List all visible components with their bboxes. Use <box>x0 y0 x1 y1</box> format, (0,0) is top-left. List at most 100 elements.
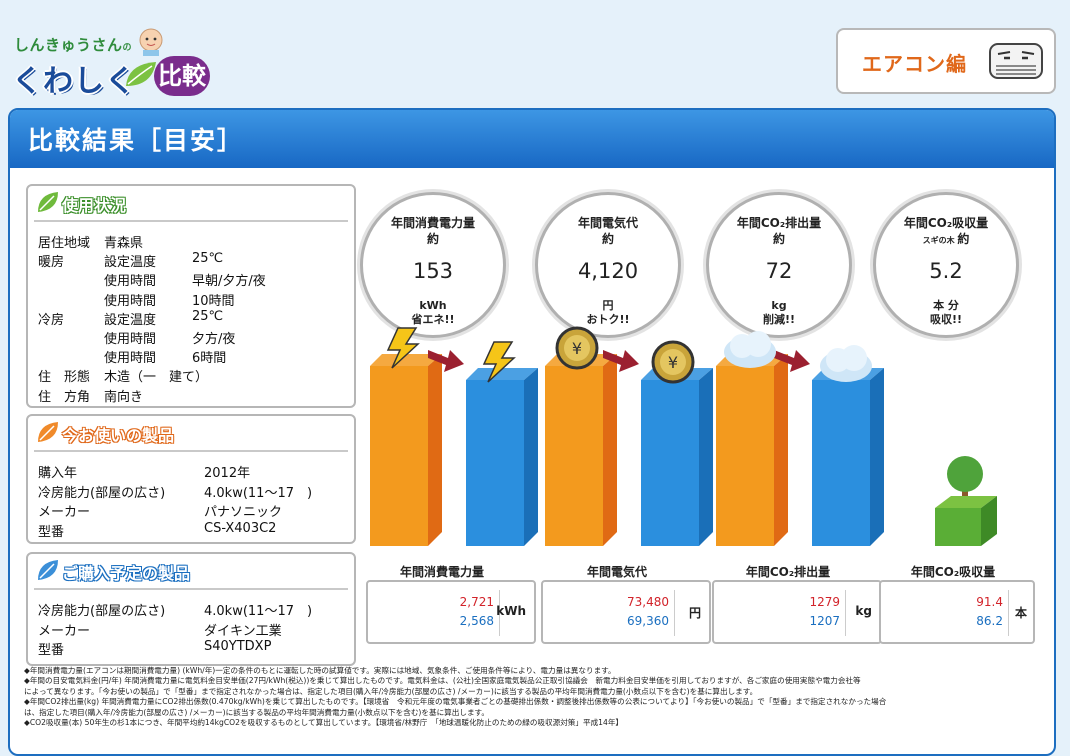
new-value: 2,568 <box>459 614 494 628</box>
value-unit: 本 <box>1014 606 1027 620</box>
usage-cell: 使用時間 <box>104 332 157 347</box>
usage-cell: 使用時間 <box>104 274 157 290</box>
old-bar <box>370 354 442 546</box>
metric-unit-note: 省エネ!! <box>411 313 455 326</box>
metric-approx: 約 <box>957 232 970 246</box>
new-bar <box>812 368 884 546</box>
comparison-value-box: 1279 1207 kg <box>712 580 882 644</box>
blue-leaf-icon <box>38 560 58 580</box>
new-bar <box>466 368 538 546</box>
old-value: 1279 <box>809 595 840 609</box>
value-unit: kg <box>855 604 872 618</box>
usage-title-bar: 使用状況 <box>34 186 348 222</box>
metric-title-small: スギの木 <box>922 236 958 245</box>
value-unit: kWh <box>496 604 526 618</box>
current-row-label: 購入年 <box>38 466 78 481</box>
usage-cell: 木造（一 建て） <box>104 370 209 386</box>
usage-cell: 住 方角 <box>38 389 91 405</box>
footnotes: ◆年間消費電力量(エアコンは期間消費電力量) (kWh/年)一定の条件のもとに運… <box>24 666 1044 728</box>
current-title-bar: 今お使いの製品 <box>34 416 348 452</box>
metric-approx: 約 <box>426 232 439 246</box>
metric-unit: kWh 省エネ!! <box>363 299 503 327</box>
usage-cell: 10時間 <box>192 293 235 309</box>
old-value: 2,721 <box>459 595 494 609</box>
footnote-line: ◆年間CO2排出量(kg) 年間消費電力量にCO2排出係数(0.470kg/kW… <box>24 697 887 707</box>
usage-cell: 25℃ <box>192 251 224 267</box>
baby-mascot-icon <box>139 28 163 56</box>
current-row-value: 4.0kw(11～17 ) <box>204 485 313 501</box>
green-leaf-icon <box>38 192 58 212</box>
current-row-label: メーカー <box>38 505 91 520</box>
old-bar <box>716 354 788 546</box>
usage-cell: 使用時間 <box>104 293 157 309</box>
old-value: 91.4 <box>976 595 1003 609</box>
air-conditioner-icon <box>989 43 1043 79</box>
metric-unit-text: 円 <box>602 299 614 312</box>
aircon-mode-button[interactable]: エアコン編 <box>836 28 1056 94</box>
lightning-icon <box>386 327 420 369</box>
bar-label: 年間CO₂排出量 <box>745 565 831 579</box>
planned-product-box: ご購入予定の製品 冷房能力(部屋の広さ) 4.0kw(11～17 ) メーカー ダイキ… <box>26 552 356 666</box>
metric-title: 年間消費電力量約 <box>363 215 503 247</box>
value-divider <box>499 590 500 636</box>
cloud-icon <box>820 345 872 382</box>
planned-title-bar: ご購入予定の製品 <box>34 554 348 590</box>
comparison-value-box: 73,480 69,360 円 <box>541 580 711 644</box>
usage-cell: 冷房 <box>38 312 65 328</box>
comparison-value-box: 91.4 86.2 本 <box>879 580 1035 644</box>
logo-line1: しんきゅうさんの <box>14 36 133 54</box>
old-value: 73,480 <box>627 595 669 609</box>
usage-cell: 夕方/夜 <box>192 332 236 347</box>
value-divider <box>1008 590 1009 636</box>
comparison-arrow-icon <box>774 350 810 372</box>
value-divider <box>845 590 846 636</box>
metric-unit-note: おトク!! <box>586 313 630 326</box>
usage-cell: 早朝/夕方/夜 <box>192 274 266 290</box>
usage-title: 使用状況 <box>62 196 127 215</box>
planned-row-value: 4.0kw(11～17 ) <box>204 604 313 619</box>
metric-value: 72 <box>765 259 793 283</box>
metric-unit-note: 吸収!! <box>929 313 963 326</box>
current-product-box: 今お使いの製品 購入年 2012年冷房能力(部屋の広さ) 4.0kw(11～17 )… <box>26 414 356 544</box>
metric-title-text: 年間CO₂排出量 <box>736 216 822 230</box>
planned-row-value: ダイキン工業 <box>204 623 282 639</box>
metric-value: 5.2 <box>929 259 963 283</box>
planned-row-label: 冷房能力(部屋の広さ) <box>38 604 166 619</box>
current-title: 今お使いの製品 <box>62 426 175 445</box>
lightning-icon <box>482 341 516 383</box>
site-logo[interactable]: しんきゅうさんの くわしく 比較 <box>10 20 210 100</box>
planned-row-label: メーカー <box>38 623 91 639</box>
comparison-value-box: 2,721 2,568 kWh <box>366 580 536 644</box>
usage-cell: 青森県 <box>104 236 144 251</box>
old-bar <box>545 354 617 546</box>
current-row-value: CS-X403C2 <box>204 520 277 536</box>
metric-title: 年間CO₂排出量約 <box>709 215 849 247</box>
usage-cell: 暖房 <box>38 255 65 271</box>
metric-circle: 年間CO₂吸収量 スギの木 約 5.2 本 分吸収!! <box>873 192 1019 338</box>
bar-label: 年間消費電力量 <box>399 565 484 579</box>
metric-value: 153 <box>412 259 454 283</box>
metric-title-text: 年間電気代 <box>577 216 638 230</box>
usage-cell: 居住地域 <box>38 236 91 251</box>
metric-approx: 約 <box>772 232 785 246</box>
metric-circle: 年間消費電力量約 153 kWh 省エネ!! <box>360 192 506 338</box>
new-value: 69,360 <box>627 614 669 628</box>
usage-box: 使用状況 居住地域 青森県 暖房 設定温度 25℃ 使用時間 早朝/夕方/夜 使用時間 10時間… <box>26 184 356 408</box>
metric-unit-note: 削減!! <box>762 313 796 326</box>
metric-circle: 年間電気代約 4,120 円おトク!! <box>535 192 681 338</box>
metric-value: 4,120 <box>577 259 639 283</box>
comparison-arrow-icon <box>428 350 464 372</box>
planned-title: ご購入予定の製品 <box>62 564 191 583</box>
svg-text:¥: ¥ <box>572 339 582 358</box>
logo-badge: 比較 <box>154 56 210 96</box>
current-row-label: 冷房能力(部屋の広さ) <box>38 485 166 501</box>
value-unit: 円 <box>688 606 701 620</box>
metric-title: 年間CO₂吸収量 スギの木 約 <box>876 215 1016 249</box>
current-row-label: 型番 <box>38 524 65 540</box>
metric-title: 年間電気代約 <box>538 215 678 247</box>
value-divider <box>674 590 675 636</box>
orange-leaf-icon <box>38 422 58 442</box>
planned-row-label: 型番 <box>38 643 65 658</box>
current-row-value: 2012年 <box>204 466 251 481</box>
metric-approx: 約 <box>601 232 614 246</box>
